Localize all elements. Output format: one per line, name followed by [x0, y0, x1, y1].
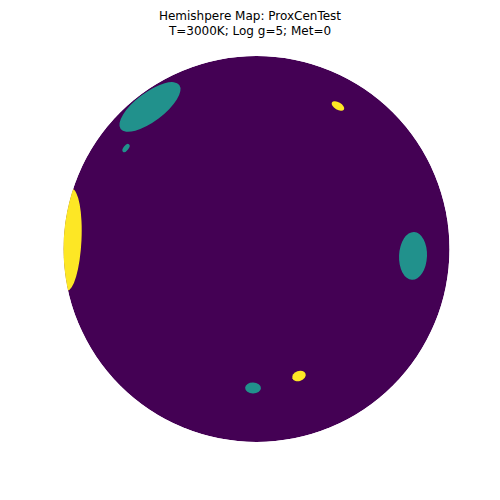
spot — [330, 99, 346, 112]
spot — [245, 382, 261, 393]
spot — [112, 73, 188, 140]
title: Hemishpere Map: ProxCenTestT=3000K; Log … — [159, 9, 341, 38]
title-line: Hemishpere Map: ProxCenTest — [159, 9, 341, 23]
spot — [398, 231, 428, 280]
chart: Hemishpere Map: ProxCenTestT=3000K; Log … — [0, 0, 500, 500]
spot — [55, 188, 84, 291]
spot — [291, 369, 307, 383]
spot — [121, 143, 131, 154]
disk — [64, 56, 450, 442]
plot-area — [55, 56, 450, 442]
title-line: T=3000K; Log g=5; Met=0 — [168, 24, 331, 38]
